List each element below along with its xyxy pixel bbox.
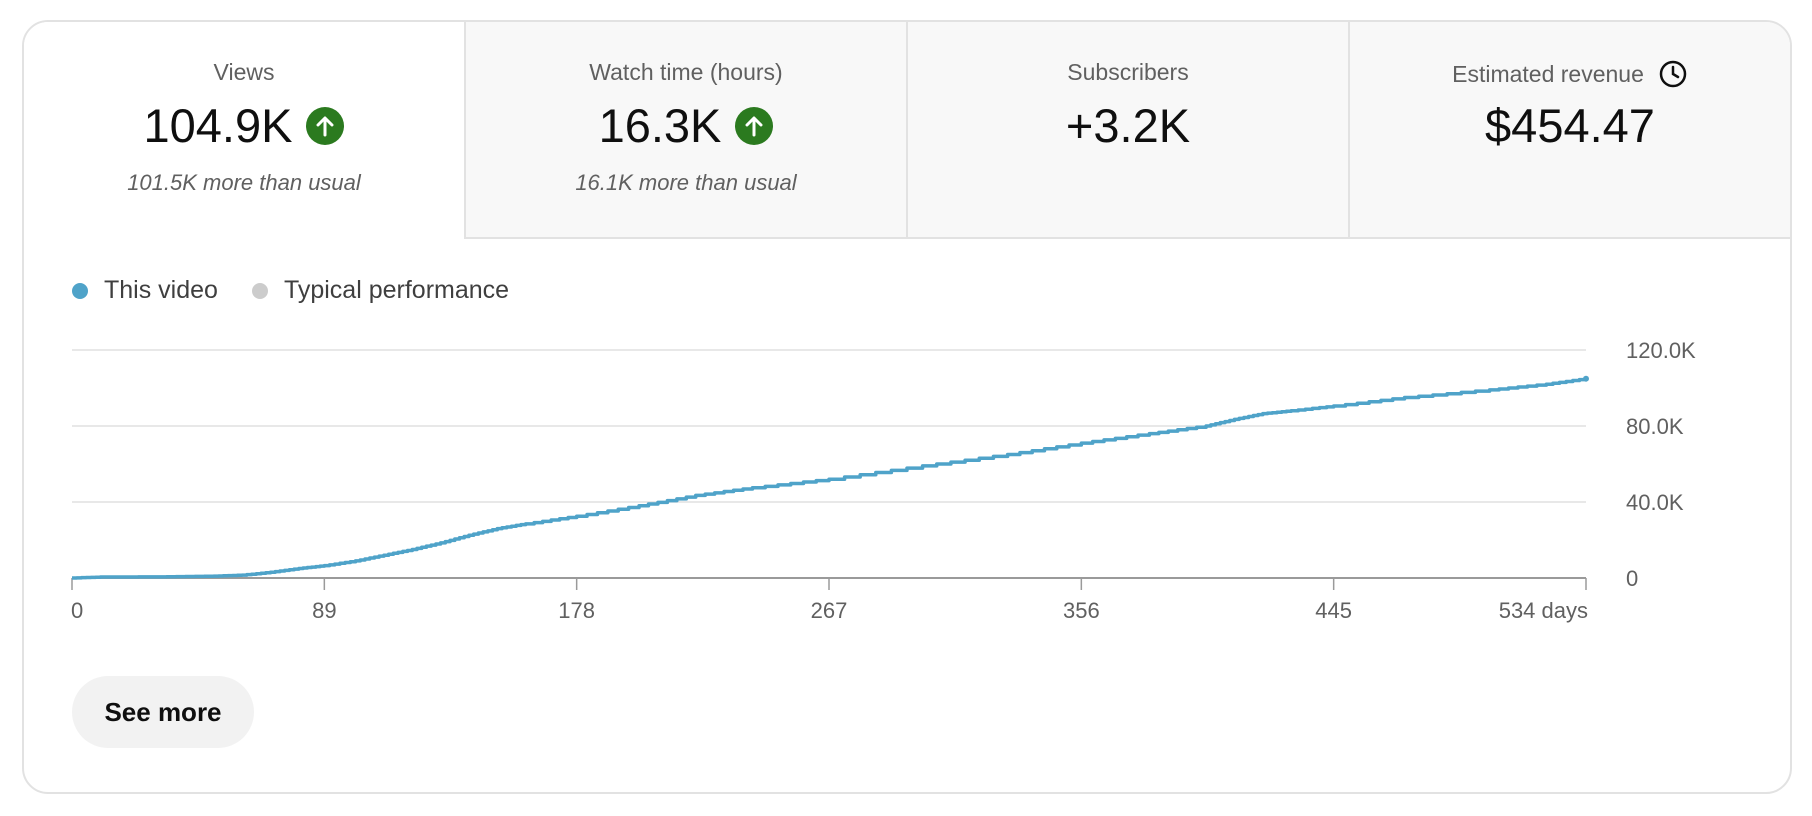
metric-revenue-value: $454.47: [1350, 98, 1790, 153]
arrow-up-icon: [735, 106, 774, 145]
y-tick-label: 40.0K: [1626, 490, 1684, 515]
views-line-chart[interactable]: 0 40.0K 80.0K 120.0K 0 89 178 267 356 445 534 days: [24, 22, 1790, 662]
metric-revenue[interactable]: Estimated revenue $454.47: [1348, 22, 1790, 239]
metric-views-note: 101.5K more than usual: [127, 170, 361, 195]
metric-views-label-text: Views: [213, 59, 275, 85]
metric-watch-time[interactable]: Watch time (hours) 16.3K 16.1K more than…: [464, 22, 906, 239]
metric-watch-time-note: 16.1K more than usual: [575, 170, 797, 195]
metric-watch-time-label: Watch time (hours): [466, 59, 906, 86]
metric-views[interactable]: Views 104.9K 101.5K more than usual: [24, 22, 464, 239]
x-tick-label: 534 days: [1499, 598, 1588, 623]
series-end-point: [1583, 375, 1589, 382]
metric-views-value-text: 104.9K: [143, 99, 293, 152]
legend-this-video-dot: [72, 282, 88, 299]
metric-watch-time-value-text: 16.3K: [598, 99, 722, 152]
metric-subscribers-value-text: +3.2K: [1065, 99, 1191, 152]
y-tick-label: 0: [1626, 566, 1638, 591]
x-tick-label: 0: [71, 598, 83, 623]
x-tick-label: 178: [558, 598, 595, 623]
x-tick-label: 445: [1315, 598, 1352, 623]
metric-subscribers-value: +3.2K: [908, 98, 1348, 153]
metric-subscribers-label-text: Subscribers: [1067, 59, 1189, 85]
metric-watch-time-label-text: Watch time (hours): [589, 59, 783, 85]
metric-revenue-label: Estimated revenue: [1350, 59, 1790, 89]
metric-views-value: 104.9K: [24, 98, 464, 153]
x-tick-label: 356: [1063, 598, 1100, 623]
x-tick-label: 89: [312, 598, 336, 623]
metric-subscribers-label: Subscribers: [908, 59, 1348, 86]
metric-views-label: Views: [24, 59, 464, 86]
x-tick-label: 267: [811, 598, 848, 623]
clock-icon: [1658, 59, 1688, 89]
y-tick-label: 120.0K: [1626, 338, 1696, 363]
see-more-button[interactable]: See more: [72, 676, 254, 748]
chart-legend: This video Typical performance: [72, 276, 543, 305]
legend-typical-label: Typical performance: [283, 276, 510, 304]
legend-this-video-label: This video: [104, 276, 218, 304]
y-tick-label: 80.0K: [1626, 414, 1684, 439]
legend-this-video[interactable]: This video: [72, 276, 218, 305]
legend-typical[interactable]: Typical performance: [251, 276, 510, 305]
metric-watch-time-value: 16.3K: [466, 98, 906, 153]
metrics-row: Views 104.9K 101.5K more than usual Watc…: [24, 22, 1790, 239]
legend-typical-dot: [251, 282, 268, 299]
arrow-up-icon: [306, 106, 345, 145]
metric-subscribers[interactable]: Subscribers +3.2K: [906, 22, 1348, 239]
series-line-this-video: [72, 377, 1588, 580]
metric-revenue-label-text: Estimated revenue: [1452, 60, 1644, 87]
metric-revenue-value-text: $454.47: [1485, 99, 1655, 152]
analytics-card: Views 104.9K 101.5K more than usual Watc…: [22, 20, 1792, 794]
